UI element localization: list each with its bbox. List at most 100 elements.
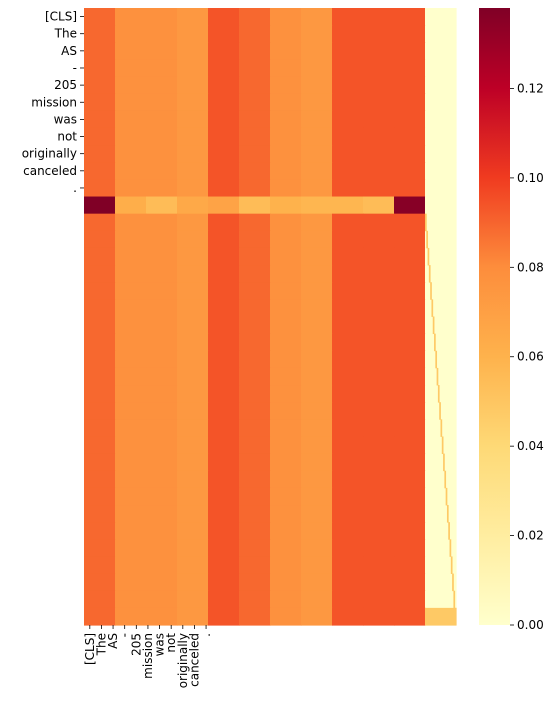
heatmap-cell: [84, 127, 116, 146]
row-label: -: [73, 61, 77, 75]
heatmap-cell: [239, 93, 271, 112]
heatmap-cell: [270, 522, 302, 540]
heatmap-cell: [239, 282, 271, 300]
heatmap-cell: [115, 196, 147, 215]
heatmap-cell: [270, 93, 302, 112]
row-label: AS: [61, 44, 77, 58]
heatmap-cell: [425, 487, 457, 506]
heatmap-cell: [332, 110, 364, 129]
heatmap-cell: [239, 265, 271, 283]
heatmap-cell: [363, 522, 395, 540]
heatmap-cell: [363, 247, 395, 266]
row-label: [CLS]: [45, 10, 77, 24]
heatmap-cell: [146, 556, 178, 575]
diagonal-cell: [445, 487, 448, 506]
heatmap-cell: [394, 247, 426, 266]
heatmap-cell: [332, 230, 364, 249]
heatmap-cell: [425, 573, 457, 592]
column-label: .: [199, 633, 213, 637]
heatmap-cell: [146, 299, 178, 318]
heatmap-cell: [332, 539, 364, 558]
heatmap-cell: [270, 367, 302, 386]
heatmap-cell: [115, 607, 147, 626]
heatmap-cell: [363, 196, 395, 215]
heatmap-cell: [84, 573, 116, 592]
heatmap-cell: [425, 436, 457, 455]
heatmap-cell: [270, 299, 302, 318]
heatmap-cell: [239, 76, 271, 95]
heatmap-cell: [270, 282, 302, 300]
row-label: originally: [22, 147, 77, 161]
heatmap-cell: [208, 367, 240, 386]
heatmap-cell: [363, 76, 395, 95]
heatmap-cell: [146, 93, 178, 112]
heatmap-cell: [301, 590, 333, 609]
heatmap-cell: [84, 247, 116, 266]
heatmap-cell: [146, 470, 178, 489]
heatmap-cell: [84, 299, 116, 318]
heatmap-cell: [115, 539, 147, 558]
heatmap-cell: [84, 453, 116, 472]
heatmap-cell: [394, 539, 426, 558]
heatmap-cell: [394, 265, 426, 283]
heatmap-cell: [425, 42, 457, 61]
heatmap-cell: [146, 419, 178, 438]
heatmap-cell: [394, 8, 426, 26]
heatmap-cell: [177, 25, 209, 43]
heatmap-cell: [146, 573, 178, 592]
heatmap-cell: [177, 436, 209, 455]
heatmap-cell: [332, 607, 364, 626]
heatmap-cell: [208, 453, 240, 472]
heatmap-cell: [301, 8, 333, 26]
heatmap-cell: [363, 436, 395, 455]
heatmap-cell: [270, 385, 302, 403]
colorbar: 0.00 0.02 0.04 0.06 0.08 0.10 0.12: [479, 8, 544, 632]
heatmap-cell: [177, 127, 209, 146]
heatmap-cell: [270, 265, 302, 283]
heatmap-cell: [363, 350, 395, 369]
heatmap-cell: [394, 505, 426, 523]
column-label: mission: [141, 633, 155, 679]
heatmap-cell: [332, 42, 364, 61]
heatmap-cell: [301, 110, 333, 129]
heatmap-cell: [425, 522, 457, 540]
heatmap-cell: [394, 162, 426, 180]
heatmap-cell: [332, 196, 364, 215]
heatmap-cell: [115, 402, 147, 420]
heatmap-cell: [239, 110, 271, 129]
heatmap-cell: [270, 127, 302, 146]
heatmap-cell: [425, 607, 457, 626]
diagonal-cell: [446, 505, 449, 523]
heatmap-cell: [84, 419, 116, 438]
heatmap-cell: [208, 127, 240, 146]
heatmap-cell: [270, 42, 302, 61]
heatmap-cell: [177, 539, 209, 558]
heatmap-cell: [239, 402, 271, 420]
heatmap-cell: [177, 76, 209, 95]
heatmap-cell: [115, 145, 147, 163]
heatmap-cell: [239, 299, 271, 318]
heatmap-cell: [146, 213, 178, 232]
heatmap-cell: [177, 470, 209, 489]
heatmap-cell: [332, 367, 364, 386]
heatmap-cell: [239, 453, 271, 472]
column-label: -: [118, 633, 132, 637]
heatmap-cell: [208, 42, 240, 61]
heatmap-cell: [115, 110, 147, 129]
heatmap-cell: [270, 316, 302, 335]
heatmap-cell: [425, 505, 457, 523]
heatmap-cell: [208, 573, 240, 592]
heatmap-cell: [394, 282, 426, 300]
heatmap-cell: [270, 196, 302, 215]
heatmap-cell: [301, 127, 333, 146]
heatmap-cell: [84, 385, 116, 403]
diagonal-cell: [437, 385, 440, 403]
heatmap-cell: [208, 385, 240, 403]
heatmap-cell: [425, 162, 457, 180]
heatmap-cell: [115, 505, 147, 523]
heatmap-cell: [84, 590, 116, 609]
heatmap-cell: [146, 505, 178, 523]
heatmap-cell: [332, 145, 364, 163]
heatmap-cell: [270, 179, 302, 198]
heatmap-cell: [363, 179, 395, 198]
